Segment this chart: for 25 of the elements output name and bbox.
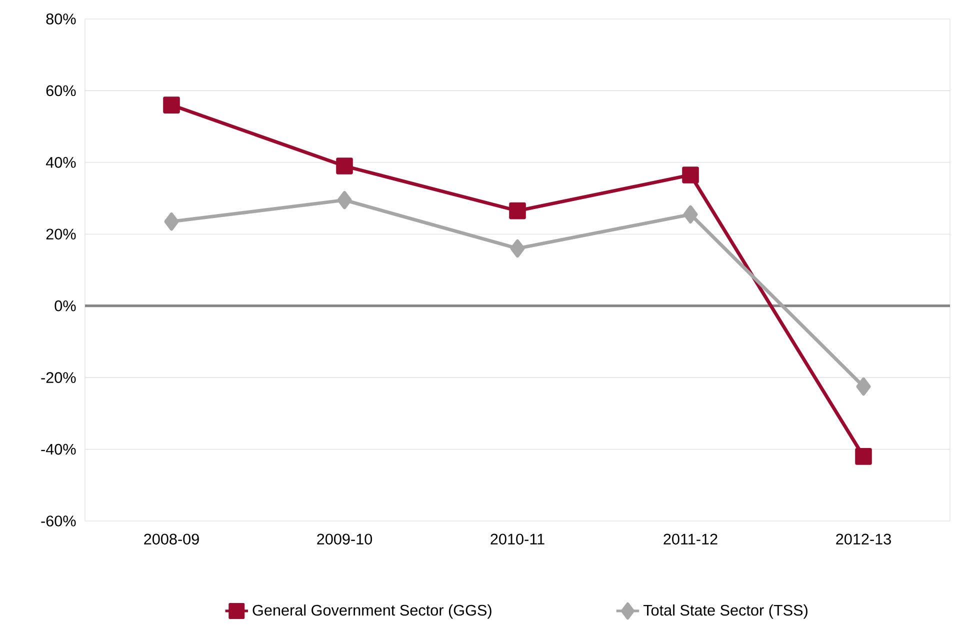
- point: [682, 166, 699, 184]
- point: [336, 158, 353, 174]
- y-tick-label: 60%: [46, 85, 76, 96]
- y-tick-label: 40%: [46, 156, 76, 168]
- x-tick-label: 2009-10: [317, 534, 372, 545]
- point: [683, 205, 698, 224]
- y-tick-label: -20%: [41, 372, 76, 383]
- x-tick-label: 2010-11: [490, 534, 544, 545]
- x-tick-label: 2012-13: [836, 534, 891, 545]
- x-tick-label: 2011-12: [664, 534, 718, 545]
- y-tick-label: 80%: [46, 14, 76, 24]
- point: [337, 191, 352, 210]
- legend-label: Total State Sector (TSS): [643, 604, 808, 619]
- point: [510, 239, 525, 258]
- x-tick-label: 2008-09: [144, 534, 199, 545]
- point: [855, 448, 872, 465]
- y-tick-label: 0%: [54, 300, 76, 312]
- y-tick-label: -60%: [41, 516, 76, 526]
- point: [163, 96, 180, 114]
- y-tick-label: 20%: [46, 228, 76, 240]
- point: [509, 202, 526, 220]
- y-tick-label: -40%: [41, 444, 76, 455]
- point: [856, 377, 871, 396]
- legend-label: General Government Sector (GGS): [252, 604, 492, 619]
- point: [164, 212, 179, 231]
